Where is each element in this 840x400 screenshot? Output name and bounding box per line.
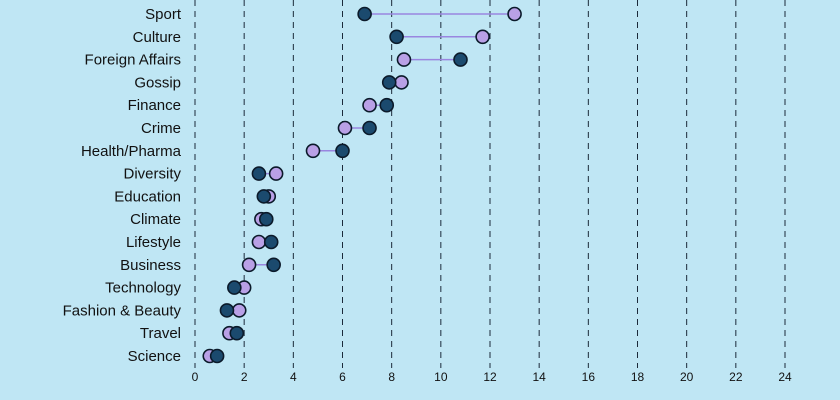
x-tick-label: 24 <box>778 370 792 384</box>
data-point-series-a <box>357 6 372 22</box>
category-label: Climate <box>130 211 181 228</box>
data-point-series-b <box>362 97 377 113</box>
category-label: Finance <box>128 97 181 114</box>
x-tick-label: 16 <box>582 370 596 384</box>
category-label: Culture <box>133 29 181 46</box>
x-tick-label: 18 <box>631 370 645 384</box>
category-label: Sport <box>145 6 182 23</box>
x-tick-label: 12 <box>483 370 497 384</box>
data-point-series-a <box>453 52 468 67</box>
x-tick-label: 4 <box>290 370 297 384</box>
data-point-series-a <box>362 120 377 136</box>
data-point-series-b <box>396 52 412 67</box>
data-point-series-b <box>268 166 284 181</box>
data-point-series-a <box>229 325 245 341</box>
data-point-series-b <box>507 6 522 22</box>
category-label: Foreign Affairs <box>85 52 181 69</box>
category-label: Crime <box>141 120 181 137</box>
data-point-series-a <box>266 257 281 273</box>
x-tick-label: 8 <box>388 370 395 384</box>
data-point-series-b <box>305 143 321 159</box>
category-label: Business <box>120 257 181 274</box>
data-points <box>202 6 522 364</box>
category-label: Health/Pharma <box>81 143 182 160</box>
data-point-series-a <box>258 211 274 227</box>
category-label: Science <box>128 348 181 365</box>
x-tick-label: 0 <box>192 370 199 384</box>
data-point-series-a <box>219 303 235 318</box>
category-label: Travel <box>140 325 181 342</box>
category-label: Diversity <box>123 166 181 183</box>
x-tick-label: 22 <box>729 370 743 384</box>
data-point-series-b <box>231 303 247 318</box>
data-point-series-a <box>251 166 267 181</box>
data-point-series-b <box>241 257 257 273</box>
data-point-series-b <box>251 234 267 250</box>
data-point-series-a <box>381 75 397 90</box>
category-label: Fashion & Beauty <box>63 302 182 319</box>
category-label: Gossip <box>134 74 181 91</box>
data-point-series-a <box>209 348 225 364</box>
category-labels: Sport Culture Foreign Affairs Gossip Finance… <box>63 6 182 365</box>
data-point-series-a <box>389 29 404 45</box>
data-point-series-b <box>337 120 353 136</box>
category-label: Education <box>114 188 181 205</box>
data-point-series-a <box>335 143 350 159</box>
x-tick-label: 6 <box>339 370 346 384</box>
x-tick-label: 2 <box>241 370 248 384</box>
x-tick-label: 14 <box>532 370 546 384</box>
data-point-series-a <box>379 97 395 113</box>
data-point-series-b <box>394 75 409 90</box>
x-tick-label: 10 <box>434 370 448 384</box>
x-tick-label: 20 <box>680 370 694 384</box>
connectors <box>209 13 515 357</box>
x-axis-ticks: 0 2 4 6 8 10 12 14 16 18 20 22 24 <box>192 370 792 384</box>
data-point-series-a <box>227 280 242 295</box>
grid-lines <box>194 0 786 368</box>
data-point-series-a <box>256 189 272 204</box>
category-label: Lifestyle <box>126 234 181 251</box>
data-point-series-b <box>475 29 490 45</box>
data-point-series-a <box>263 234 279 250</box>
category-label: Technology <box>105 280 181 297</box>
